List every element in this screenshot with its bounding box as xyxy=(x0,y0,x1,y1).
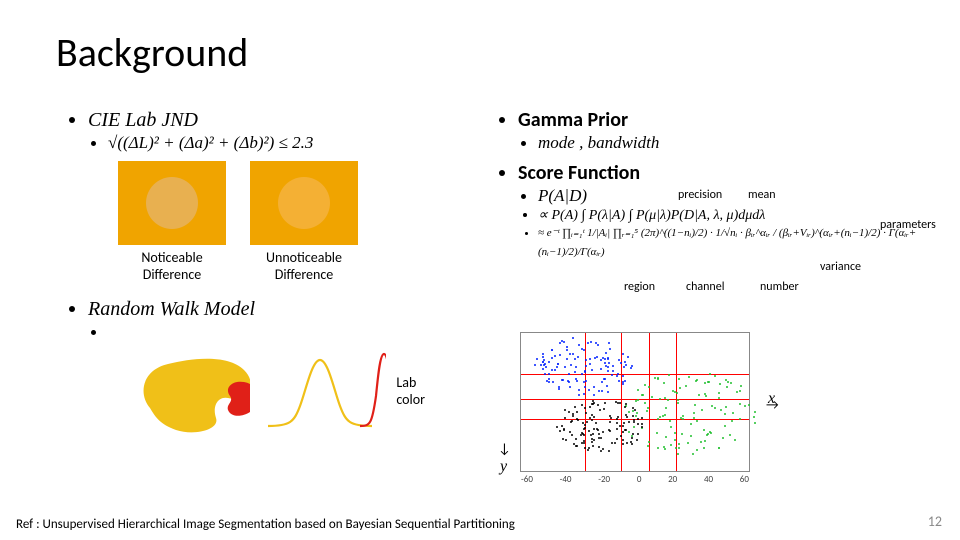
swatch-unnoticeable-inner xyxy=(278,177,330,229)
annot-region: region xyxy=(624,280,655,294)
annot-variance: variance xyxy=(820,260,861,274)
gaussian-icon xyxy=(260,346,386,436)
swatch-unnoticeable xyxy=(250,161,358,245)
scatter-partition: -60-40-200204060 xyxy=(520,332,750,472)
swatch-row xyxy=(118,161,440,245)
page-number: 12 xyxy=(928,513,942,530)
score-line2: ∝ P(A) ∫ P(λ|A) ∫ P(μ|λ)P(D|A, λ, μ)dμdλ xyxy=(538,206,930,224)
lab-color-label: Lab color xyxy=(396,374,440,408)
annot-mean: mean xyxy=(748,188,776,202)
annot-precision: precision xyxy=(678,188,722,202)
blob-shape-icon xyxy=(132,346,250,436)
left-column: CIE Lab JND √((ΔL)² + (Δa)² + (Δb)²) ≤ 2… xyxy=(60,108,440,436)
rwm-heading: Random Walk Model xyxy=(88,297,440,321)
score-line3: ≈ e⁻ᵗ ∏ᵢ₌₁ᵗ 1/|Aᵢ| ∏ᵣ₌₁⁵ (2π)^((1−nᵢ)/2)… xyxy=(538,224,930,261)
gamma-params: mode , bandwidth xyxy=(538,132,930,153)
swatch-noticeable xyxy=(118,161,226,245)
cie-heading: CIE Lab JND xyxy=(88,108,440,132)
arrow-x-icon: → xyxy=(766,396,779,413)
y-axis-label: y xyxy=(500,458,507,476)
slide-title: Background xyxy=(56,28,248,77)
annot-parameters: parameters xyxy=(880,218,936,232)
score-heading: Score Function xyxy=(518,161,930,185)
jnd-formula: √((ΔL)² + (Δa)² + (Δb)²) ≤ 2.3 xyxy=(108,132,440,153)
rwm-figures: Lab color xyxy=(132,346,440,436)
score-line1: P(A|D) xyxy=(538,185,930,206)
rwm-sub xyxy=(108,321,440,342)
annot-number: number xyxy=(760,280,799,294)
right-column: Gamma Prior mode , bandwidth Score Funct… xyxy=(490,108,930,261)
arrow-y-icon: ↓ xyxy=(498,440,511,457)
annot-channel: channel xyxy=(686,280,724,294)
reference-line: Ref : Unsupervised Hierarchical Image Se… xyxy=(16,517,515,532)
gamma-heading: Gamma Prior xyxy=(518,108,930,132)
swatch-captions: Noticeable Difference Unnoticeable Diffe… xyxy=(118,249,440,283)
swatch-noticeable-inner xyxy=(146,177,198,229)
caption-noticeable: Noticeable Difference xyxy=(118,249,226,283)
caption-unnoticeable: Unnoticeable Difference xyxy=(250,249,358,283)
